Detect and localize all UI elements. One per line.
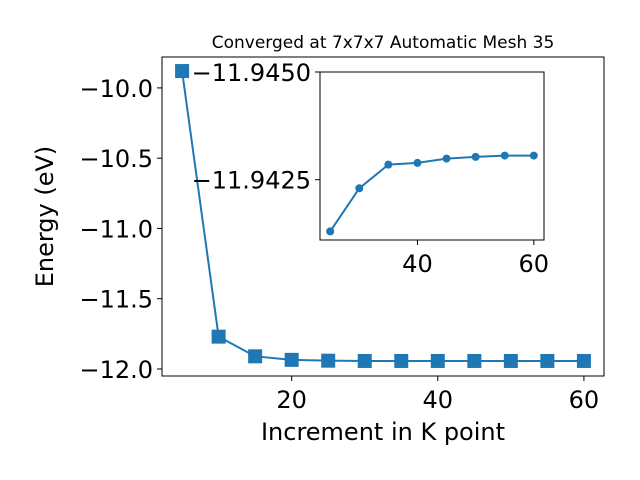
marker [503, 353, 518, 368]
y-tick-label: −11.0 [79, 215, 153, 243]
marker [284, 352, 299, 367]
marker [355, 184, 364, 193]
x-tick-label: 40 [402, 250, 433, 278]
y-axis-label: Energy (eV) [31, 146, 59, 288]
marker [248, 349, 263, 364]
marker [500, 151, 509, 160]
y-tick-label: −11.9425 [192, 167, 311, 195]
x-axis-label: Increment in K point [261, 418, 505, 446]
marker [175, 64, 190, 79]
x-tick-label: 40 [423, 386, 454, 414]
y-tick-label: −11.9450 [192, 59, 311, 87]
marker [540, 353, 555, 368]
marker [326, 227, 335, 236]
x-tick-label: 60 [519, 250, 550, 278]
marker [467, 353, 482, 368]
marker [394, 353, 409, 368]
y-tick-label: −11.5 [79, 286, 153, 314]
series-line [329, 154, 534, 232]
marker [529, 151, 538, 160]
chart-title: Converged at 7x7x7 Automatic Mesh 35 [212, 33, 555, 53]
marker [471, 152, 480, 161]
x-tick-label: 60 [569, 386, 600, 414]
marker [413, 158, 422, 167]
marker [357, 353, 372, 368]
axes-frame [319, 71, 545, 241]
y-tick-label: −12.0 [79, 356, 153, 384]
y-tick-label: −10.5 [79, 145, 153, 173]
y-tick-label: −10.0 [79, 75, 153, 103]
axes-frame [161, 56, 605, 377]
marker [384, 160, 393, 169]
marker [321, 353, 336, 368]
marker [442, 154, 451, 163]
marker [576, 353, 591, 368]
marker [211, 329, 226, 344]
x-tick-label: 20 [276, 386, 307, 414]
marker [430, 353, 445, 368]
